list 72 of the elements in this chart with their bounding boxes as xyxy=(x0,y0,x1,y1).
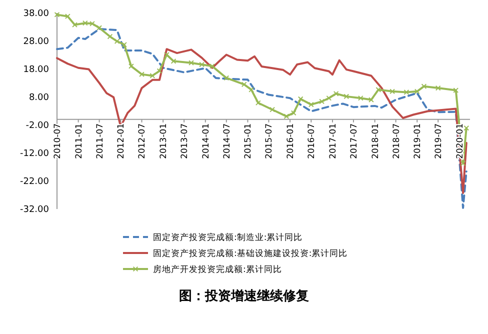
x-tick-label: 2018-07 xyxy=(392,123,402,159)
point xyxy=(270,106,276,112)
y-tick-label: 8.00 xyxy=(28,93,50,104)
x-tick-label: 2016-07 xyxy=(307,123,318,159)
point xyxy=(128,64,134,69)
point xyxy=(404,90,410,95)
y-tick-label: 18.00 xyxy=(23,65,50,76)
x-tick-label: 2015-01 xyxy=(244,123,254,159)
point xyxy=(326,95,332,101)
point xyxy=(368,97,374,102)
point xyxy=(390,88,396,94)
point xyxy=(464,125,470,131)
x-tick-label: 2012-07 xyxy=(138,123,148,159)
y-tick-label: -22.00 xyxy=(20,177,50,188)
point xyxy=(421,84,427,90)
point xyxy=(241,82,247,88)
point xyxy=(199,62,205,68)
x-tick-label: 2019-07 xyxy=(434,123,444,159)
y-tick-label: -12.00 xyxy=(20,149,50,160)
x-tick-label: 2017-01 xyxy=(328,123,338,159)
point xyxy=(460,160,466,166)
point xyxy=(107,34,113,40)
x-tick-label: 2015-07 xyxy=(264,123,275,159)
x-tick-label: 2016-01 xyxy=(286,123,296,159)
x-tick-label: 2011-01 xyxy=(74,123,84,159)
point xyxy=(284,114,290,120)
point xyxy=(156,68,162,74)
point xyxy=(150,73,156,78)
point xyxy=(54,12,60,18)
point xyxy=(453,88,459,93)
x-tick-label: 2019-01 xyxy=(413,123,424,159)
x-tick-label: 2020-01 xyxy=(455,123,466,159)
x-tick-label: 2014-01 xyxy=(201,123,212,159)
point xyxy=(170,58,176,64)
point xyxy=(298,96,304,102)
legend-label: 固定资产投资完成额:制造业:累计同比 xyxy=(153,232,303,243)
point xyxy=(224,75,230,81)
point xyxy=(188,60,194,66)
legend-label: 固定资产投资完成额:基础设施建设投资:累计同比 xyxy=(153,248,348,259)
x-tick-label: 2014-07 xyxy=(222,123,232,159)
point xyxy=(122,42,127,48)
y-tick-label: -32.00 xyxy=(20,205,50,216)
point xyxy=(319,98,325,104)
point xyxy=(255,100,261,106)
x-tick-label: 2017-07 xyxy=(349,123,360,159)
point xyxy=(358,95,364,101)
legend-label: 房地产开发投资完成额:累计同比 xyxy=(153,264,282,275)
x-tick-label: 2012-01 xyxy=(116,123,127,159)
point xyxy=(376,87,382,92)
point xyxy=(64,14,70,20)
point xyxy=(248,87,254,92)
y-tick-label: 38.00 xyxy=(23,9,50,20)
text: 图：投资增速继续修复 xyxy=(179,289,309,304)
y-tick-label: -2.00 xyxy=(26,121,50,132)
point xyxy=(290,110,296,116)
y-tick-label: 28.00 xyxy=(23,37,50,48)
point xyxy=(164,52,170,58)
point xyxy=(344,94,350,100)
point xyxy=(333,90,339,96)
point xyxy=(114,38,120,44)
x-tick-label: 2013-07 xyxy=(180,123,190,159)
x-tick-label: 2011-07 xyxy=(95,123,106,159)
point xyxy=(308,102,314,108)
x-tick-label: 2010-07 xyxy=(52,123,63,159)
x-tick-label: 2018-01 xyxy=(370,123,381,159)
point xyxy=(210,64,215,69)
point xyxy=(435,85,441,91)
x-tick-label: 2013-01 xyxy=(159,123,170,159)
point xyxy=(96,25,102,31)
point xyxy=(72,22,78,28)
point xyxy=(139,72,144,78)
point xyxy=(414,88,420,94)
